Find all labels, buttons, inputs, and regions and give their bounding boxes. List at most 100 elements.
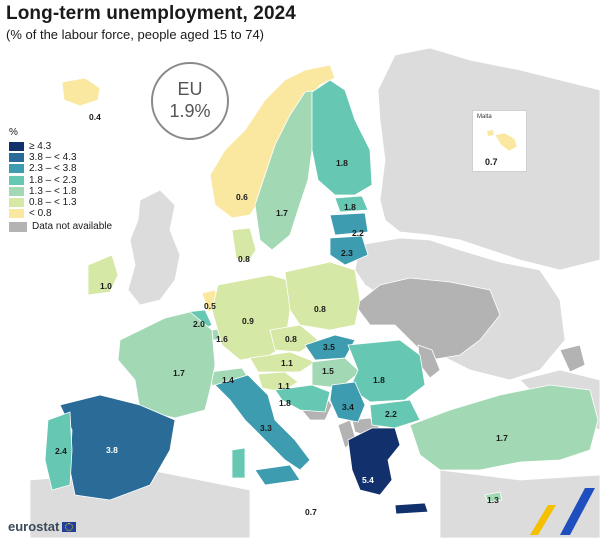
cyprus-shape: [484, 491, 503, 503]
france-shape: [117, 311, 216, 419]
label-belgium: 2.0: [193, 319, 205, 329]
page-title: Long-term unemployment, 2024: [6, 3, 296, 24]
portugal-shape: [44, 411, 73, 491]
sicily-shape: [254, 464, 301, 486]
finland-shape: [311, 79, 373, 196]
page-subtitle: (% of the labour force, people aged 15 t…: [6, 27, 265, 42]
legend-class-label: 1.8 – < 2.3: [29, 174, 77, 186]
label-hungary: 1.5: [322, 366, 334, 376]
legend-class-label: 0.8 – < 1.3: [29, 197, 77, 209]
legend-class-row: 1.8 – < 2.3: [9, 175, 112, 186]
legend-na-swatch: [9, 221, 27, 232]
serbia-shape: [329, 381, 366, 423]
iceland-shape: [61, 77, 101, 107]
eu-average-badge: EU 1.9%: [151, 62, 229, 140]
denmark-shape: [231, 227, 257, 263]
italy-shape: [214, 374, 311, 471]
label-latvia: 2.2: [352, 228, 364, 238]
estonia-shape: [334, 195, 369, 213]
label-lithuania: 2.3: [341, 248, 353, 258]
legend-swatch: [9, 209, 24, 219]
eu-flag-icon: [62, 521, 77, 532]
malta-inset-name: Malta: [477, 114, 492, 120]
label-malta-area: 0.7: [305, 507, 317, 517]
label-denmark: 0.8: [238, 254, 250, 264]
bulgaria-shape: [369, 399, 421, 429]
label-romania: 1.8: [373, 375, 385, 385]
label-switzerland: 1.4: [222, 375, 234, 385]
malta-inset-shape: [487, 130, 518, 152]
label-cyprus: 1.3: [487, 495, 499, 505]
slovenia-shape: [257, 371, 299, 393]
label-estonia: 1.8: [344, 202, 356, 212]
label-netherlands: 0.5: [204, 301, 216, 311]
legend-swatch: [9, 142, 24, 152]
great-britain-shape: [127, 189, 181, 306]
legend-na-label: Data not available: [32, 221, 113, 233]
legend-swatch: [9, 164, 24, 174]
label-czechia: 0.8: [285, 334, 297, 344]
legend-classes: ≥ 4.3 3.8 – < 4.3 2.3 – < 3.8 1.8 – < 2.3 1.…: [9, 141, 112, 219]
georgia-no-data: [559, 344, 586, 373]
legend-class-label: 3.8 – < 4.3: [29, 152, 77, 164]
label-luxembourg: 1.6: [216, 334, 228, 344]
eu-countries: [44, 64, 599, 515]
label-spain: 3.8: [106, 445, 118, 455]
label-serbia: 3.4: [342, 402, 354, 412]
sardinia-shape: [231, 447, 246, 479]
label-slovakia: 3.5: [323, 342, 335, 352]
poland-shape: [284, 261, 361, 331]
legend-class-label: 1.3 – < 1.8: [29, 185, 77, 197]
legend-class-row: < 0.8: [9, 208, 112, 219]
legend-class-row: 1.3 – < 1.8: [9, 186, 112, 197]
legend-class-row: ≥ 4.3: [9, 141, 112, 152]
legend-class-row: 0.8 – < 1.3: [9, 197, 112, 208]
legend-swatch: [9, 198, 24, 208]
legend-class-row: 2.3 – < 3.8: [9, 163, 112, 174]
eu-badge-value: 1.9%: [169, 101, 211, 121]
eurostat-logo-text: eurostat: [8, 519, 60, 534]
label-poland: 0.8: [314, 304, 326, 314]
croatia-shape: [274, 384, 331, 413]
label-france: 1.7: [173, 368, 185, 378]
legend-class-row: 3.8 – < 4.3: [9, 152, 112, 163]
label-iceland: 0.4: [89, 112, 101, 122]
decor-stripes: [530, 488, 595, 535]
label-sweden: 1.7: [276, 208, 288, 218]
romania-shape: [347, 339, 426, 403]
label-austria: 1.1: [281, 358, 293, 368]
legend-swatch: [9, 175, 24, 185]
legend-not-available: Data not available: [9, 221, 112, 232]
eu-badge-label: EU: [177, 79, 203, 99]
label-ireland: 1.0: [100, 281, 112, 291]
label-italy: 3.3: [260, 423, 272, 433]
legend-class-label: ≥ 4.3: [29, 141, 52, 153]
label-norway: 0.6: [236, 192, 248, 202]
label-germany: 0.9: [242, 316, 254, 326]
greece-shape: [347, 427, 401, 496]
legend-class-label: < 0.8: [29, 208, 52, 220]
legend-unit: %: [9, 127, 18, 138]
label-finland: 1.8: [336, 158, 348, 168]
label-turkey: 1.7: [496, 433, 508, 443]
lithuania-shape: [329, 235, 369, 266]
footer-brand: eurostat: [8, 519, 77, 534]
legend-class-label: 2.3 – < 3.8: [29, 163, 77, 175]
hungary-shape: [311, 357, 361, 389]
malta-inset-value: 0.7: [485, 157, 498, 167]
turkey-shape: [409, 384, 599, 471]
crete-shape: [394, 502, 429, 515]
label-croatia: 1.8: [279, 398, 291, 408]
label-portugal: 2.4: [55, 446, 67, 456]
ireland-shape: [87, 254, 119, 296]
legend-swatch: [9, 186, 24, 196]
map-legend: % ≥ 4.3 3.8 – < 4.3 2.3 – < 3.8 1.8 – < 2.3…: [9, 127, 112, 233]
middle-east-shape: [439, 469, 600, 538]
ukraine-no-data: [354, 277, 501, 361]
label-bulgaria: 2.2: [385, 409, 397, 419]
austria-shape: [249, 351, 316, 373]
latvia-shape: [329, 212, 369, 236]
malta-inset: Malta 0.7: [472, 110, 527, 172]
